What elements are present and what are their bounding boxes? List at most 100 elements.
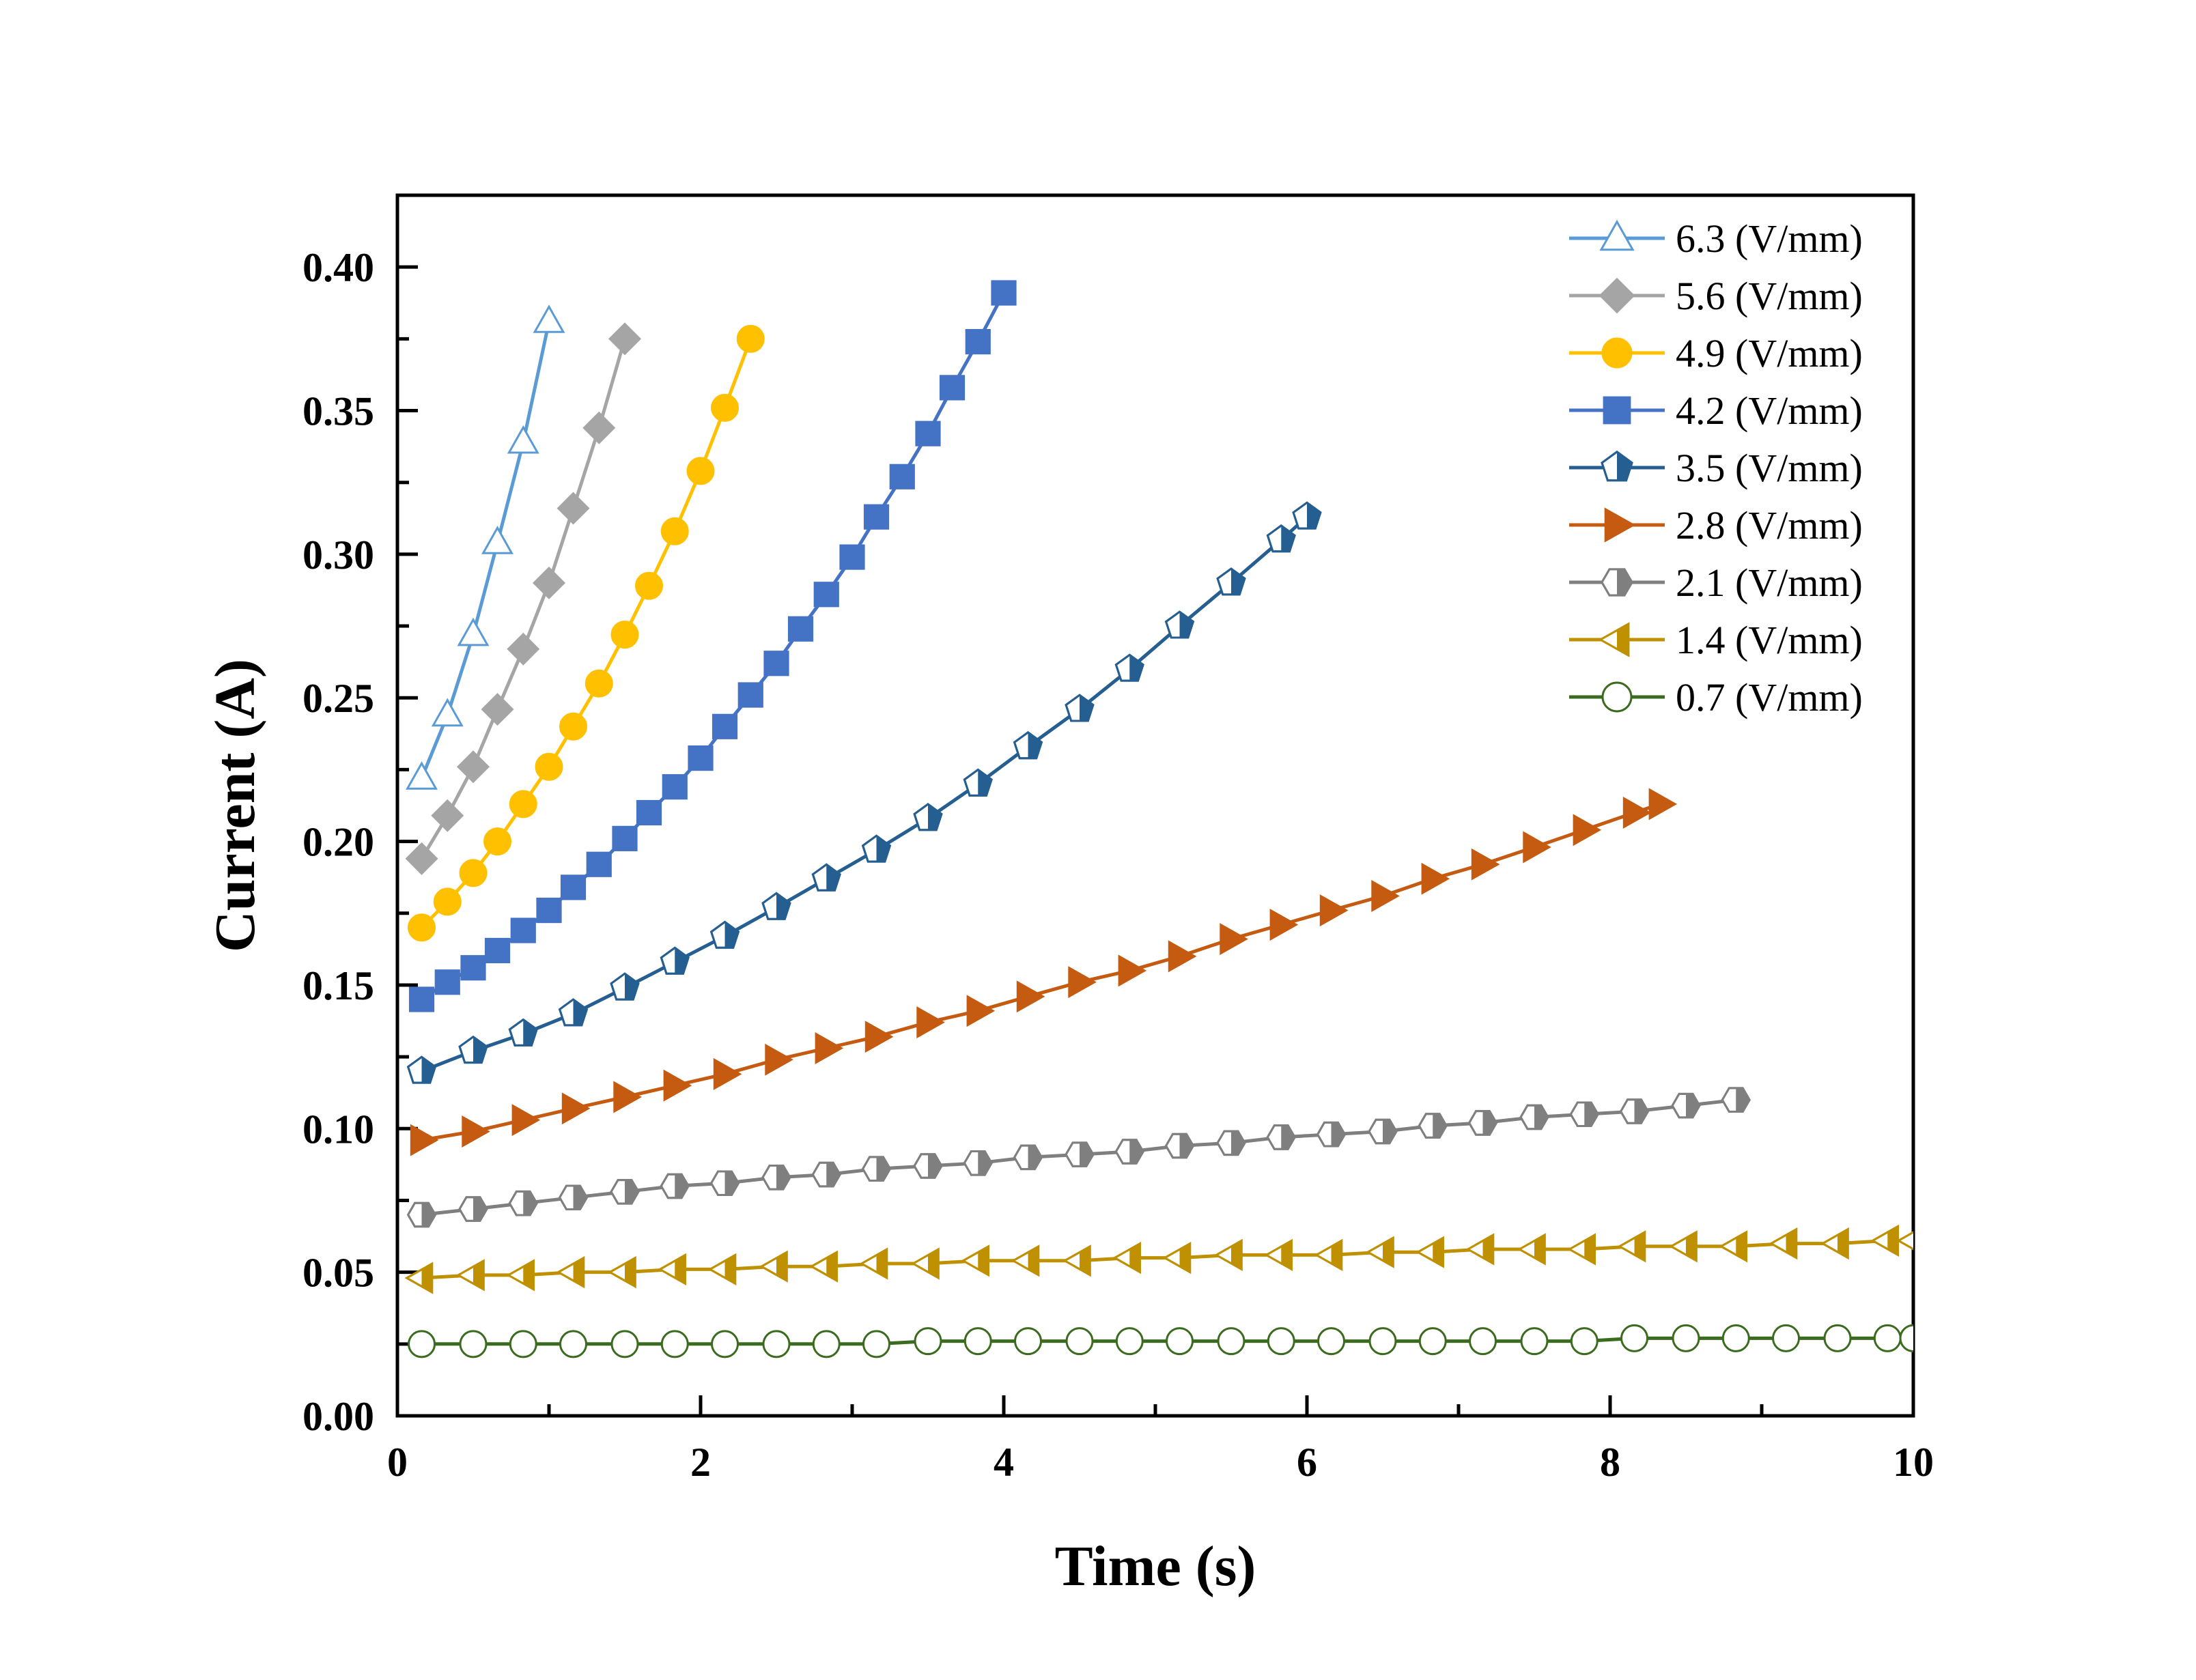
data-point	[408, 986, 435, 1012]
data-point	[1115, 1327, 1144, 1356]
data-point	[1062, 1244, 1091, 1277]
data-point	[761, 892, 791, 920]
data-point	[405, 842, 438, 875]
data-point	[1671, 1092, 1701, 1119]
data-point	[433, 887, 462, 916]
series-1-4	[404, 1224, 1913, 1294]
data-point	[815, 1032, 844, 1064]
data-point	[662, 774, 688, 800]
data-point	[608, 1256, 636, 1289]
data-point	[1823, 1324, 1852, 1352]
data-point	[1068, 966, 1097, 999]
data-point	[864, 1021, 894, 1053]
data-point	[536, 897, 562, 924]
data-point	[1366, 1236, 1394, 1268]
data-point	[610, 1330, 639, 1358]
data-point	[406, 761, 438, 790]
data-point	[408, 913, 436, 942]
legend-marker	[1601, 451, 1633, 482]
legend: 6.3 (V/mm) 5.6 (V/mm) 4.9 (V/mm) 4.2 (V/mm)…	[1569, 216, 1863, 720]
data-point	[511, 1104, 541, 1137]
x-tick-label: 6	[1297, 1440, 1317, 1485]
data-point	[610, 972, 640, 1001]
data-point	[1314, 1238, 1343, 1271]
data-point	[431, 698, 464, 727]
data-point	[1220, 923, 1248, 956]
data-point	[660, 946, 690, 975]
data-point	[1469, 1327, 1497, 1356]
data-point	[481, 693, 514, 726]
x-tick-label: 2	[690, 1440, 711, 1485]
data-point	[660, 1173, 690, 1199]
data-point	[1519, 1104, 1549, 1130]
data-point	[1316, 1121, 1347, 1148]
data-point	[1216, 1130, 1246, 1156]
data-point	[1162, 1242, 1192, 1275]
legend-label: 2.8 (V/mm)	[1676, 503, 1863, 547]
data-point	[560, 874, 587, 900]
data-point	[1368, 1327, 1397, 1356]
data-point	[811, 1161, 841, 1188]
data-point	[1011, 1244, 1040, 1277]
legend-entry: 0.7 (V/mm)	[1569, 675, 1863, 720]
data-point	[462, 1115, 490, 1148]
data-point	[1292, 501, 1322, 530]
data-point	[1567, 1233, 1596, 1266]
data-point	[508, 1018, 538, 1047]
legend-label: 1.4 (V/mm)	[1676, 618, 1863, 662]
data-point	[712, 713, 738, 739]
data-point	[509, 790, 537, 818]
data-point	[1620, 1324, 1649, 1352]
data-point	[559, 712, 588, 741]
data-point	[660, 517, 689, 545]
data-point	[1648, 788, 1678, 821]
data-point	[1267, 1327, 1295, 1356]
data-point	[509, 1330, 537, 1358]
data-point	[533, 304, 565, 333]
data-point	[556, 1256, 585, 1289]
data-point	[1570, 1327, 1599, 1356]
data-point	[1465, 1233, 1495, 1266]
data-point	[765, 1043, 793, 1076]
legend-entry: 2.8 (V/mm)	[1569, 503, 1863, 547]
data-point	[483, 827, 512, 856]
legend-label: 3.5 (V/mm)	[1676, 446, 1863, 490]
data-point	[535, 752, 563, 781]
legend-entry: 4.9 (V/mm)	[1569, 331, 1863, 375]
series-line	[421, 291, 1006, 1001]
data-point	[1418, 1113, 1448, 1139]
data-point	[813, 582, 839, 608]
legend-label: 4.9 (V/mm)	[1676, 331, 1863, 375]
legend-entry: 2.1 (V/mm)	[1569, 560, 1863, 605]
data-point	[761, 1165, 791, 1191]
data-point	[811, 863, 841, 892]
data-point	[839, 544, 865, 570]
y-tick-label: 0.40	[302, 245, 374, 290]
data-point	[913, 803, 943, 831]
data-point	[406, 1055, 437, 1084]
data-point	[1721, 1087, 1751, 1113]
data-point	[1719, 1230, 1747, 1263]
data-point	[709, 920, 740, 949]
data-point	[1217, 1327, 1245, 1356]
data-point	[939, 375, 966, 401]
axes: 0 2 4 6 8 10 0.00 0.05 0.10 0.15 0.20 0.25 0.30 0.35 0…	[302, 193, 1934, 1485]
data-point	[636, 799, 662, 826]
data-point	[1721, 1324, 1750, 1352]
data-point	[915, 421, 941, 446]
data-point	[1896, 1231, 1913, 1251]
data-point	[561, 1092, 591, 1125]
data-point	[610, 1179, 640, 1205]
legend-label: 0.7 (V/mm)	[1676, 675, 1863, 720]
data-point	[759, 1250, 788, 1283]
data-point	[1168, 940, 1197, 973]
data-point	[557, 492, 590, 525]
data-point	[406, 1201, 437, 1228]
data-point	[410, 1124, 439, 1156]
y-tick-label: 0.35	[302, 389, 374, 434]
data-point	[1016, 980, 1045, 1013]
data-point	[507, 425, 539, 454]
data-point	[1112, 1242, 1141, 1275]
data-point	[963, 1327, 992, 1356]
